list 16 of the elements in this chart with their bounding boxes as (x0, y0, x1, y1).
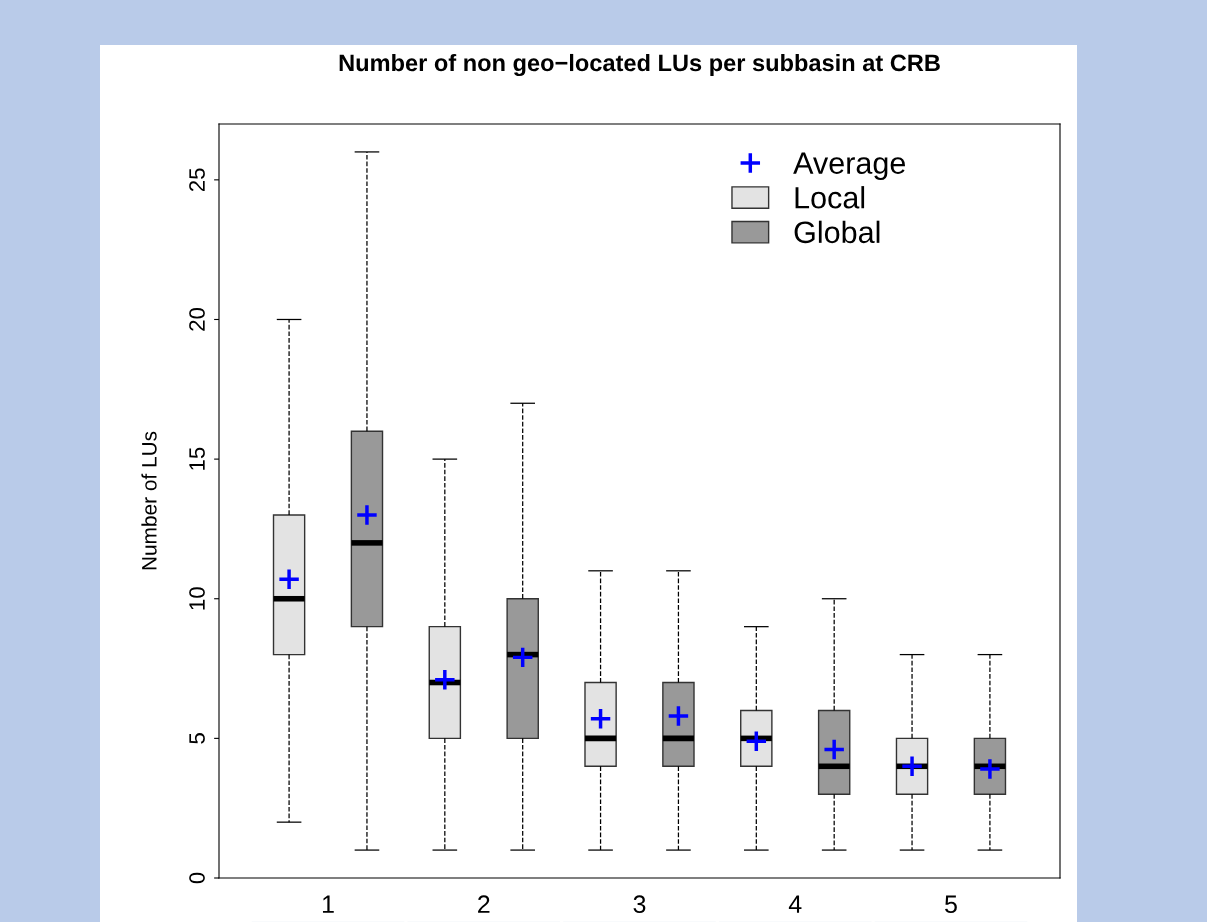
y-tick-label: 5 (189, 733, 205, 744)
y-tick-label: 15 (189, 447, 205, 470)
chart-title: Number of non geo−located LUs per subbasin at CRB (339, 53, 940, 77)
y-tick-label: 25 (189, 168, 205, 192)
x-tick-label: 2 (478, 895, 490, 913)
x-tick-label: 4 (788, 895, 802, 913)
legend-label: Global (794, 220, 880, 244)
x-tick-label: 3 (633, 895, 646, 914)
y-tick-label: 0 (189, 872, 205, 884)
legend-label: Local (795, 186, 865, 209)
y-tick-label: 20 (189, 307, 205, 331)
annotation: Average (793, 152, 905, 180)
y-tick-label: 10 (189, 587, 205, 610)
x-tick-label: 1 (322, 895, 334, 913)
x-tick-label: 5 (945, 895, 957, 914)
y-axis-title: Number of LUs (141, 431, 157, 570)
